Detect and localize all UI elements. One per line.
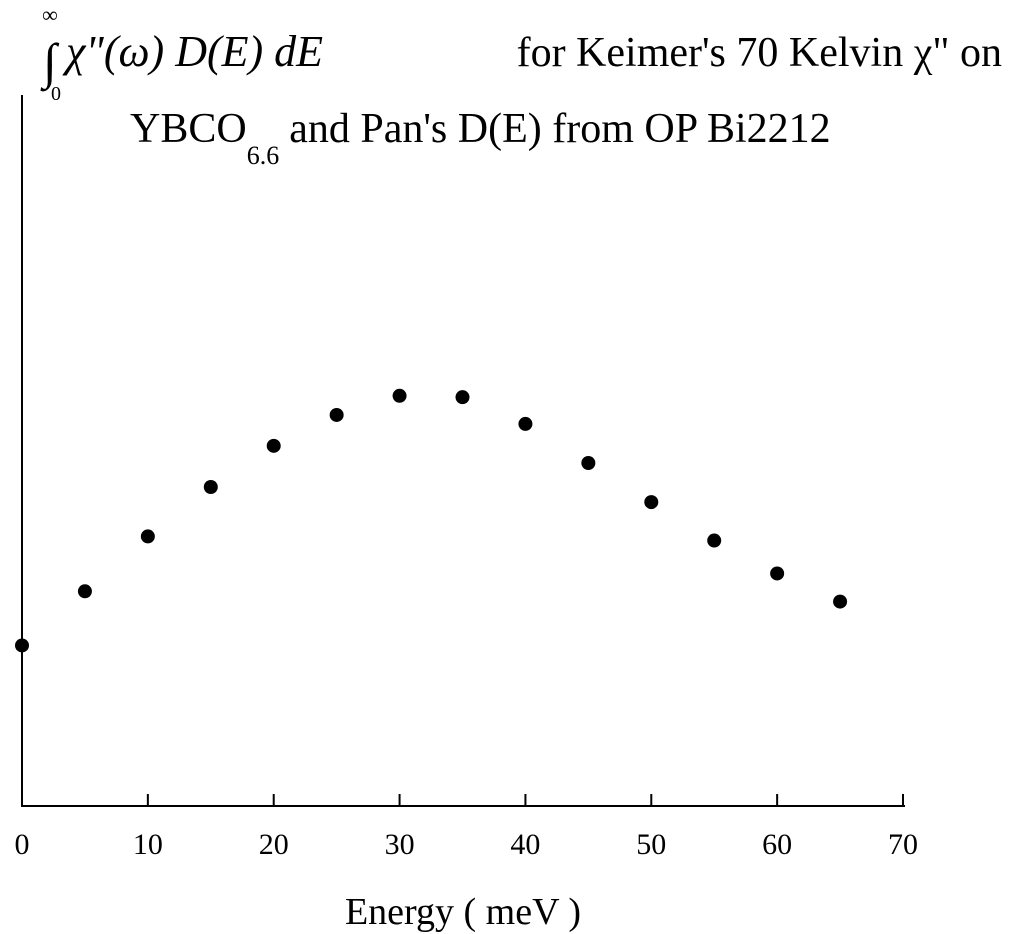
title-line1-suffix: for Keimer's 70 Kelvin χ" on [517,30,1002,76]
x-axis-label: Energy ( meV ) [345,891,581,933]
title-line2-prefix: YBCO [130,106,247,152]
title-integral-sign: ∫ [40,33,60,92]
x-tick-label: 30 [385,828,415,861]
data-points [15,388,848,653]
data-point [707,533,722,548]
title-expression: χ"(ω) D(E) dE [62,27,323,76]
data-point [77,584,92,599]
data-point [266,438,281,453]
data-point [644,495,659,510]
data-point [140,529,155,544]
x-tick-label: 20 [259,828,289,861]
data-point [518,416,533,431]
x-tick-label: 50 [636,828,666,861]
data-point [455,390,470,405]
data-point [15,638,29,653]
title-integral-lower: 0 [51,83,61,105]
data-point [392,388,407,403]
title-line2-suffix: and Pan's D(E) from OP Bi2212 [289,106,830,152]
x-tick-labels: 0 10 20 30 40 50 60 70 [15,828,919,861]
x-tick-label: 0 [15,828,30,861]
data-point [770,566,785,581]
x-tick-label: 40 [510,828,540,861]
title-integral-upper: ∞ [42,2,58,27]
x-tick-label: 60 [762,828,792,861]
data-point [329,407,344,422]
data-point [203,480,218,495]
x-tick-label: 10 [133,828,163,861]
x-tick-label: 70 [888,828,918,861]
data-point [833,594,848,609]
title-line2-subscript: 6.6 [247,141,280,170]
data-point [581,456,596,470]
x-ticks [21,794,904,806]
title-line2: YBCO6.6 and Pan's D(E) from OP Bi2212 [130,106,831,170]
